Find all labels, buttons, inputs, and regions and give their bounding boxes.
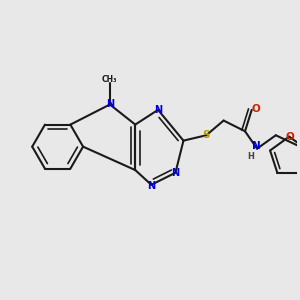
Text: N: N	[147, 181, 155, 191]
Text: O: O	[286, 132, 294, 142]
Text: CH₃: CH₃	[102, 75, 118, 84]
Text: N: N	[106, 100, 114, 110]
Text: H: H	[247, 152, 254, 161]
Text: N: N	[252, 141, 261, 151]
Text: N: N	[154, 105, 162, 115]
Text: O: O	[251, 103, 260, 113]
Text: S: S	[202, 130, 210, 140]
Text: N: N	[171, 168, 179, 178]
